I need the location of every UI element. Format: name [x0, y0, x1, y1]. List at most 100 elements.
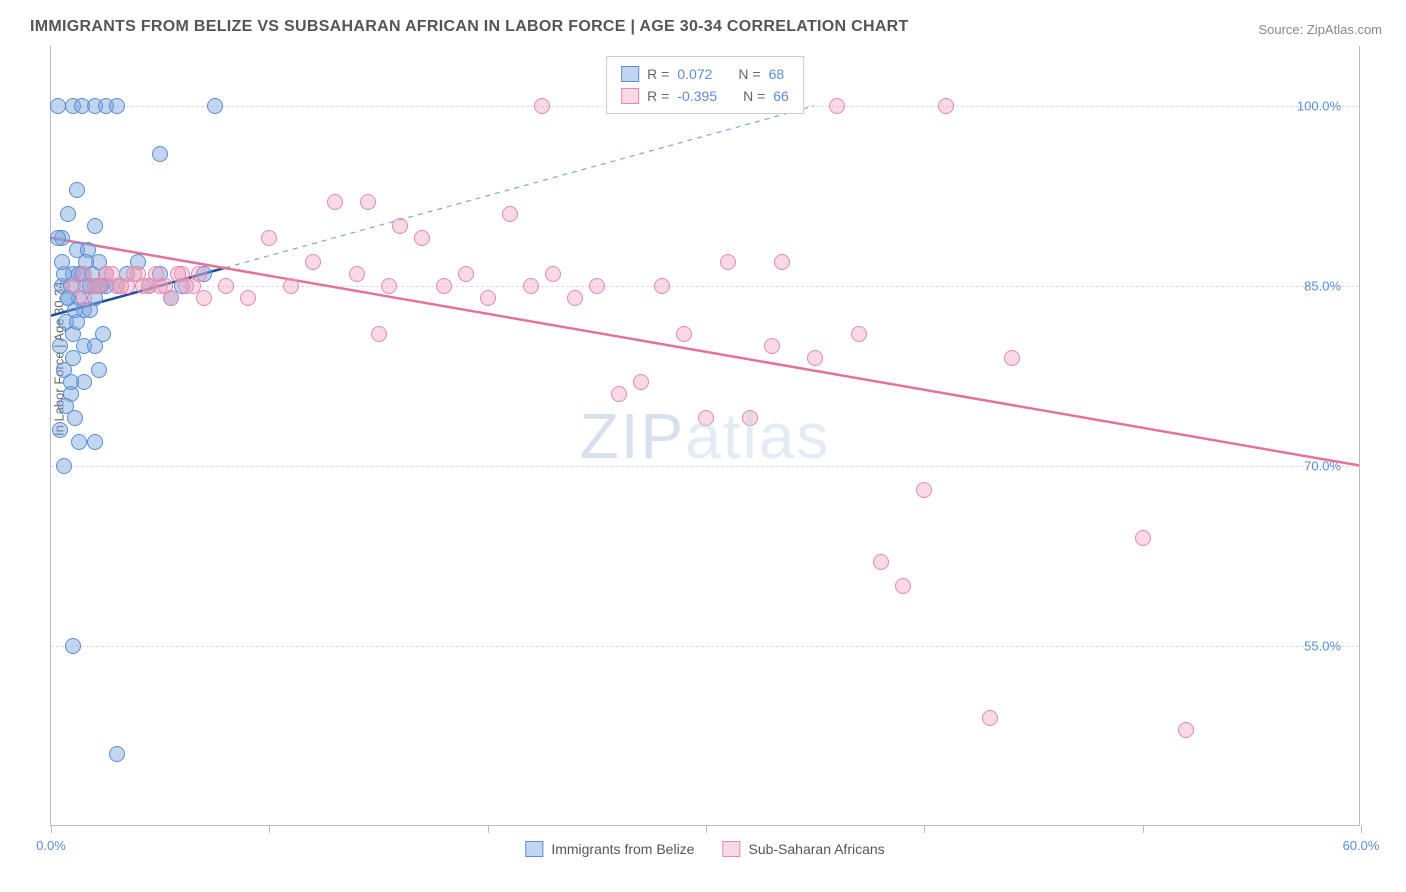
scatter-point: [207, 98, 223, 114]
scatter-point: [56, 458, 72, 474]
scatter-point: [327, 194, 343, 210]
scatter-point: [349, 266, 365, 282]
scatter-point: [916, 482, 932, 498]
x-tick: [706, 825, 707, 833]
x-tick: [488, 825, 489, 833]
scatter-point: [240, 290, 256, 306]
scatter-point: [436, 278, 452, 294]
x-tick: [1361, 825, 1362, 833]
scatter-point: [109, 98, 125, 114]
scatter-point: [261, 230, 277, 246]
scatter-point: [50, 230, 66, 246]
legend-swatch-belize: [525, 841, 543, 857]
scatter-point: [1135, 530, 1151, 546]
scatter-point: [109, 746, 125, 762]
scatter-point: [545, 266, 561, 282]
scatter-point: [196, 290, 212, 306]
scatter-point: [764, 338, 780, 354]
legend-item-ssa: Sub-Saharan Africans: [722, 841, 884, 857]
scatter-point: [1178, 722, 1194, 738]
scatter-point: [76, 290, 92, 306]
legend-item-belize: Immigrants from Belize: [525, 841, 694, 857]
gridline: [51, 466, 1359, 467]
scatter-point: [63, 374, 79, 390]
scatter-point: [611, 386, 627, 402]
scatter-point: [807, 350, 823, 366]
x-tick: [269, 825, 270, 833]
swatch-ssa: [621, 88, 639, 104]
legend-swatch-ssa: [722, 841, 740, 857]
scatter-point: [502, 206, 518, 222]
scatter-point: [873, 554, 889, 570]
scatter-point: [567, 290, 583, 306]
scatter-point: [654, 278, 670, 294]
scatter-point: [392, 218, 408, 234]
scatter-point: [87, 434, 103, 450]
gridline: [51, 286, 1359, 287]
x-tick: [51, 825, 52, 833]
scatter-point: [135, 278, 151, 294]
scatter-point: [52, 422, 68, 438]
scatter-point: [742, 410, 758, 426]
y-tick-label: 85.0%: [1304, 279, 1341, 294]
scatter-point: [191, 266, 207, 282]
chart-title: IMMIGRANTS FROM BELIZE VS SUBSAHARAN AFR…: [30, 18, 909, 36]
x-tick: [1143, 825, 1144, 833]
scatter-point: [305, 254, 321, 270]
scatter-point: [589, 278, 605, 294]
scatter-point: [157, 278, 173, 294]
correlation-row-ssa: R = -0.395 N = 66: [621, 85, 789, 107]
scatter-point: [113, 278, 129, 294]
scatter-point: [523, 278, 539, 294]
correlation-legend: R = 0.072 N = 68 R = -0.395 N = 66: [606, 56, 804, 114]
source-label: Source: ZipAtlas.com: [1258, 22, 1382, 37]
y-tick-label: 100.0%: [1297, 99, 1341, 114]
scatter-point: [698, 410, 714, 426]
scatter-point: [58, 398, 74, 414]
scatter-point: [534, 98, 550, 114]
scatter-point: [52, 338, 68, 354]
scatter-point: [95, 326, 111, 342]
scatter-point: [633, 374, 649, 390]
plot-area: In Labor Force | Age 30-34 55.0%70.0%85.…: [50, 46, 1360, 826]
scatter-point: [381, 278, 397, 294]
scatter-point: [87, 218, 103, 234]
gridline: [51, 646, 1359, 647]
scatter-point: [218, 278, 234, 294]
scatter-point: [91, 278, 107, 294]
scatter-point: [69, 182, 85, 198]
scatter-point: [360, 194, 376, 210]
scatter-point: [774, 254, 790, 270]
scatter-point: [895, 578, 911, 594]
scatter-point: [458, 266, 474, 282]
scatter-point: [938, 98, 954, 114]
y-tick-label: 55.0%: [1304, 639, 1341, 654]
x-tick-label: 60.0%: [1343, 838, 1380, 853]
scatter-point: [65, 638, 81, 654]
scatter-point: [371, 326, 387, 342]
scatter-point: [54, 254, 70, 270]
swatch-belize: [621, 66, 639, 82]
legend-bottom: Immigrants from Belize Sub-Saharan Afric…: [525, 841, 884, 857]
y-tick-label: 70.0%: [1304, 459, 1341, 474]
scatter-point: [1004, 350, 1020, 366]
scatter-point: [60, 206, 76, 222]
scatter-point: [283, 278, 299, 294]
trend-lines: [51, 46, 1359, 825]
scatter-point: [480, 290, 496, 306]
scatter-point: [414, 230, 430, 246]
scatter-point: [71, 434, 87, 450]
scatter-point: [982, 710, 998, 726]
scatter-point: [829, 98, 845, 114]
scatter-point: [851, 326, 867, 342]
correlation-row-belize: R = 0.072 N = 68: [621, 63, 789, 85]
scatter-point: [74, 98, 90, 114]
scatter-point: [676, 326, 692, 342]
scatter-point: [720, 254, 736, 270]
scatter-point: [152, 146, 168, 162]
x-tick: [924, 825, 925, 833]
x-tick-label: 0.0%: [36, 838, 66, 853]
scatter-point: [50, 98, 66, 114]
scatter-point: [91, 362, 107, 378]
scatter-point: [178, 278, 194, 294]
